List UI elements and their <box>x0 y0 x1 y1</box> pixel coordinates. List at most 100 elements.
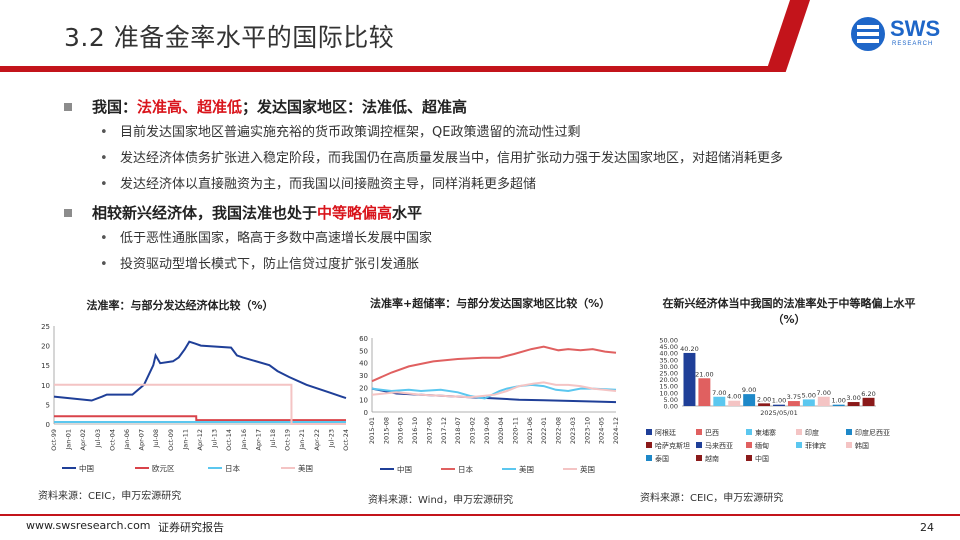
legend-label: 缅甸 <box>755 441 769 450</box>
title-white-card <box>0 0 790 66</box>
legend-swatch <box>746 442 752 448</box>
x-tick-label: Oct-14 <box>225 429 233 451</box>
legend-label: 中国 <box>755 454 769 463</box>
legend-swatch <box>746 429 752 435</box>
y-tick-label: 15.00 <box>659 383 678 391</box>
chart-1-source: 资料来源：CEIC，申万宏源研究 <box>38 491 182 502</box>
bullet-2-part-a: 相较新兴经济体，我国法准也处于 <box>92 204 318 222</box>
y-tick-label: 60 <box>359 335 368 343</box>
x-tick-label: 2019-09 <box>483 417 491 444</box>
y-tick-label: 40 <box>359 360 368 368</box>
legend-label: 中国 <box>397 464 412 474</box>
chart-2-svg: 0 10 20 30 40 50 60 2015-01 2015-08 2016-03 2016-1… <box>359 335 620 474</box>
sws-logo: SWS RESEARCH <box>848 14 948 54</box>
x-tick-label: 2022-01 <box>540 417 548 444</box>
footer-website[interactable]: www.swsresearch.com <box>26 519 151 532</box>
y-tick-label: 50.00 <box>659 337 678 345</box>
x-tick-label: Oct-24 <box>342 429 350 451</box>
x-tick-label: Jul-13 <box>211 429 219 448</box>
legend-label: 美国 <box>519 464 534 474</box>
y-tick-label: 5.00 <box>664 396 678 404</box>
x-tick-label: Jan-16 <box>240 429 248 451</box>
sub-bullet: • 发达经济体债务扩张进入稳定阶段，而我国仍在高质量发展当中，信用扩张动力强于发达… <box>64 146 944 172</box>
bar-韩国 <box>817 396 830 406</box>
chart-1-svg: 0 5 10 15 20 25 Oct-99 Jan-01 Apr-02 Jul-03 Oct-04… <box>41 323 350 473</box>
x-tick-label: 2021-06 <box>526 417 534 444</box>
dot-bullet-icon: • <box>100 257 108 272</box>
bar-value-label: 6.20 <box>861 390 875 398</box>
series-line-欧元区 <box>54 415 346 422</box>
chart-3-source: 资料来源：CEIC，申万宏源研究 <box>640 493 784 504</box>
x-tick-label: Oct-19 <box>284 429 292 451</box>
y-tick-label: 10 <box>41 382 50 390</box>
footer-report-label: 证券研究报告 <box>158 521 224 534</box>
y-tick-label: 25 <box>41 323 50 331</box>
bar-印度 <box>728 400 741 406</box>
sub-bullet-text: 目前发达国家地区普遍实施充裕的货币政策调控框架，QE政策遗留的流动性过剩 <box>120 125 581 140</box>
dot-bullet-icon: • <box>100 231 108 246</box>
footer-line <box>0 514 960 516</box>
bar-value-label: 5.00 <box>802 391 816 399</box>
legend-label: 中国 <box>79 463 94 473</box>
legend-swatch <box>646 429 652 435</box>
x-tick-label: 2018-07 <box>454 417 462 444</box>
x-tick-label: 2019-02 <box>468 417 476 444</box>
chart-2-title: 法准率+超储率：与部分发达国家地区比较（%） <box>370 297 611 310</box>
page-number: 24 <box>920 521 934 534</box>
y-tick-label: 10 <box>359 397 368 405</box>
bar-value-label: 1.00 <box>831 397 845 405</box>
legend-swatch <box>646 455 652 461</box>
legend-swatch <box>796 442 802 448</box>
y-tick-label: 20.00 <box>659 376 678 384</box>
legend-label: 日本 <box>225 463 240 473</box>
series-line-英国 <box>371 381 617 399</box>
x-tick-label: 2017-12 <box>440 417 448 444</box>
bar-value-label: 1.00 <box>772 397 786 405</box>
sub-bullet: • 目前发达国家地区普遍实施充裕的货币政策调控框架，QE政策遗留的流动性过剩 <box>64 120 944 146</box>
x-tick-label: 2016-10 <box>411 417 419 444</box>
legend-swatch <box>696 455 702 461</box>
x-tick-label: 2024-05 <box>598 417 606 444</box>
x-tick-label: Jan-01 <box>65 429 73 451</box>
y-tick-label: 35.00 <box>659 356 678 364</box>
logo-subtext: RESEARCH <box>892 41 934 47</box>
dot-bullet-icon: • <box>100 125 108 140</box>
chart-3-svg: 0.005.0010.0015.0020.0025.0030.0035.0040… <box>646 337 890 463</box>
sub-bullet-text: 低于恶性通胀国家，略高于多数中高速增长发展中国家 <box>120 231 433 246</box>
y-tick-label: 30.00 <box>659 363 678 371</box>
y-tick-label: 0 <box>46 421 50 429</box>
bar-value-label: 3.75 <box>787 393 801 401</box>
legend-label: 欧元区 <box>152 463 175 473</box>
page-title: 3.2 准备金率水平的国际比较 <box>64 23 395 52</box>
x-tick-label: Jan-11 <box>181 429 189 451</box>
bullet-2-part-c: 水平 <box>392 204 423 222</box>
sws-logo-icon <box>851 17 885 51</box>
bullet-section: 我国：法准高、超准低；发达国家地区：法准低、超准高 • 目前发达国家地区普遍实施充… <box>64 92 944 278</box>
legend-label: 柬埔寨 <box>755 428 776 437</box>
x-tick-label: 2020-04 <box>497 417 505 444</box>
y-tick-label: 0 <box>364 409 368 417</box>
y-tick-label: 10.00 <box>659 389 678 397</box>
dot-bullet-icon: • <box>100 151 108 166</box>
x-tick-label: 2020-11 <box>512 417 520 444</box>
x-tick-label: Jul-18 <box>269 429 277 448</box>
chart-2-source: 资料来源：Wind，申万宏源研究 <box>368 495 514 506</box>
bar-value-label: 40.20 <box>680 345 699 353</box>
x-tick-label: 2023-03 <box>569 417 577 444</box>
x-tick-label: 2024-12 <box>612 417 620 444</box>
legend-label: 泰国 <box>655 454 669 463</box>
sub-bullet-text: 发达经济体以直接融资为主，而我国以间接融资主导，同样消耗更多超储 <box>120 177 537 192</box>
x-tick-label: 2015-08 <box>382 417 390 444</box>
legend-label: 哈萨克斯坦 <box>655 441 690 450</box>
bar-value-label: 4.00 <box>727 393 741 401</box>
series-line-美国 <box>54 383 346 425</box>
bullet-1-part-c: ；发达国家地区：法准低、超准高 <box>242 98 468 116</box>
x-tick-label: Apr-17 <box>254 429 262 450</box>
square-bullet-icon <box>64 209 72 217</box>
y-tick-label: 20 <box>41 343 50 351</box>
y-tick-label: 0.00 <box>664 403 678 411</box>
bar-柬埔寨 <box>713 396 726 406</box>
sub-bullet: • 低于恶性通胀国家，略高于多数中高速增长发展中国家 <box>64 226 944 252</box>
legend-label: 马来西亚 <box>705 442 733 450</box>
legend-label: 美国 <box>298 463 313 473</box>
